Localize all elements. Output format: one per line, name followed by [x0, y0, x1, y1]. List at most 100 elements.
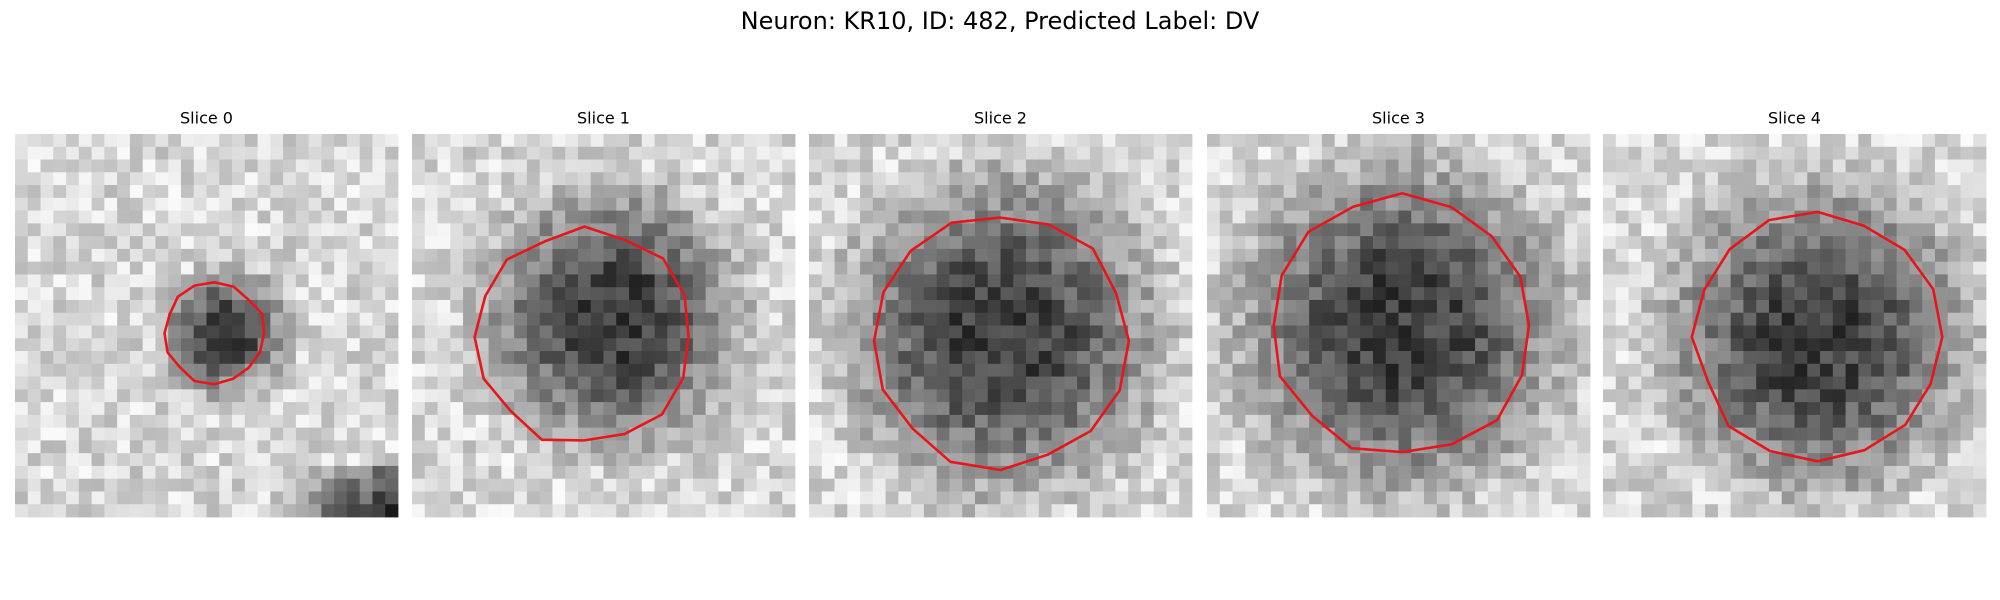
pixel — [616, 287, 630, 301]
pixel — [1372, 376, 1387, 390]
pixel — [1666, 491, 1680, 505]
pixel — [809, 274, 823, 288]
pixel — [1794, 299, 1808, 314]
pixel — [53, 504, 67, 518]
pixel — [667, 325, 681, 339]
pixel — [1615, 197, 1629, 211]
pixel — [526, 351, 541, 365]
pixel — [577, 504, 592, 518]
pixel — [308, 351, 322, 365]
pixel — [731, 185, 745, 199]
pixel — [987, 223, 1001, 237]
pixel — [1666, 299, 1680, 314]
pixel — [692, 376, 707, 390]
pixel — [1909, 210, 1923, 224]
pixel — [949, 146, 963, 160]
pixel — [1705, 504, 1719, 518]
pixel — [834, 351, 848, 365]
pixel — [1258, 185, 1272, 199]
pixel — [1270, 376, 1284, 390]
pixel — [1140, 274, 1155, 288]
pixel — [1705, 312, 1719, 326]
pixel — [526, 172, 541, 186]
pixel — [359, 427, 373, 441]
pixel — [1283, 402, 1297, 416]
pixel — [552, 427, 566, 441]
pixel — [962, 172, 976, 186]
pixel — [463, 261, 477, 275]
pixel — [1577, 299, 1591, 314]
pixel — [1807, 274, 1821, 288]
pixel — [552, 504, 566, 518]
figure-title: Neuron: KR10, ID: 482, Predicted Label: … — [741, 7, 1260, 35]
pixel — [590, 465, 604, 480]
pixel — [334, 261, 348, 275]
pixel — [667, 299, 681, 314]
pixel — [15, 312, 29, 326]
pixel — [1717, 453, 1732, 467]
pixel — [1896, 389, 1910, 403]
pixel — [872, 185, 886, 199]
pixel — [565, 236, 579, 250]
pixel — [501, 134, 515, 148]
pixel — [552, 376, 566, 390]
pixel — [1717, 427, 1732, 441]
pixel — [1628, 453, 1642, 467]
pixel — [385, 299, 399, 314]
pixel — [232, 274, 246, 288]
pixel — [1219, 338, 1233, 352]
pixel — [680, 440, 694, 454]
pixel — [424, 287, 438, 301]
pixel — [809, 159, 823, 173]
pixel — [1883, 261, 1898, 275]
pixel — [1871, 376, 1885, 390]
pixel — [1102, 236, 1116, 250]
pixel — [129, 210, 144, 224]
pixel — [1411, 427, 1425, 441]
pixel — [1564, 197, 1578, 211]
pixel — [219, 402, 233, 416]
pixel — [193, 478, 207, 492]
pixel — [1973, 287, 1987, 301]
pixel — [372, 261, 386, 275]
pixel — [1347, 172, 1361, 186]
pixel — [180, 287, 195, 301]
pixel — [974, 453, 989, 467]
pixel — [705, 440, 719, 454]
pixel — [1077, 223, 1091, 237]
pixel — [974, 325, 989, 339]
pixel — [1603, 223, 1617, 237]
pixel — [1115, 491, 1129, 505]
pixel — [936, 363, 950, 377]
pixel — [488, 210, 502, 224]
pixel — [1000, 236, 1014, 250]
pixel — [987, 172, 1001, 186]
pixel — [565, 325, 579, 339]
pixel — [257, 134, 271, 148]
pixel — [654, 440, 668, 454]
pixel — [616, 223, 630, 237]
pixel — [577, 146, 592, 160]
pixel — [437, 159, 451, 173]
pixel — [949, 376, 963, 390]
pixel — [1679, 134, 1693, 148]
pixel — [1051, 351, 1065, 365]
pixel — [577, 440, 592, 454]
pixel — [1679, 504, 1693, 518]
pixel — [155, 223, 169, 237]
pixel — [180, 299, 195, 314]
pixel — [437, 414, 451, 429]
pixel — [1153, 197, 1167, 211]
pixel — [1871, 159, 1885, 173]
pixel — [1296, 248, 1310, 263]
pixel — [142, 146, 156, 160]
pixel — [1436, 274, 1450, 288]
pixel — [1309, 274, 1323, 288]
pixel — [1679, 478, 1693, 492]
pixel — [1398, 197, 1412, 211]
pixel — [1462, 351, 1476, 365]
pixel — [40, 402, 54, 416]
pixel — [424, 172, 438, 186]
pixel — [1153, 274, 1167, 288]
pixel — [359, 299, 373, 314]
